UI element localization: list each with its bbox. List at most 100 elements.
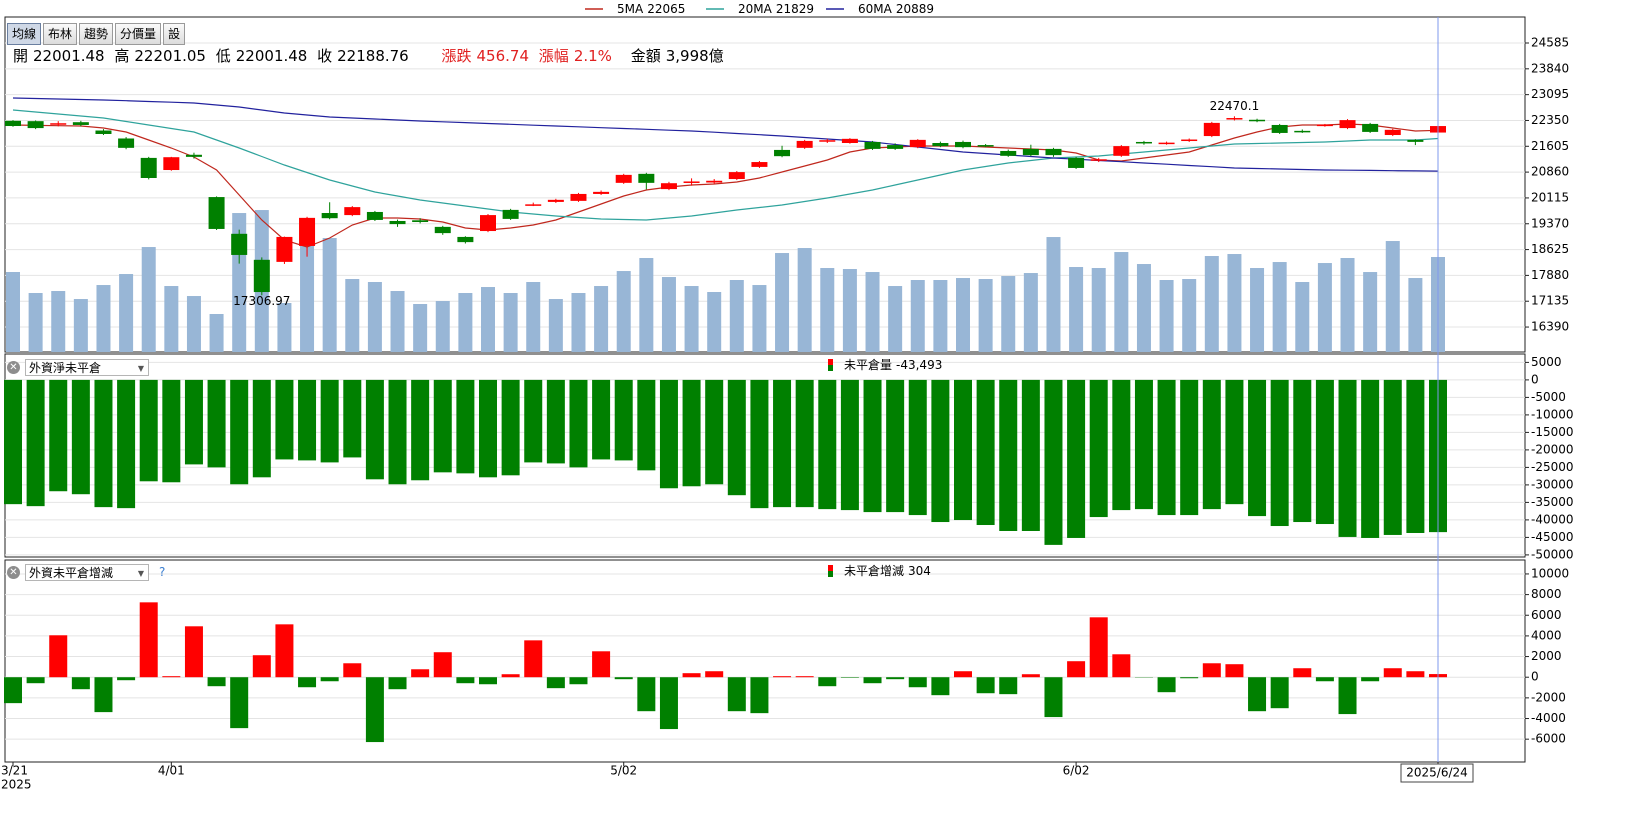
bar <box>1293 668 1312 678</box>
bar <box>1180 379 1199 516</box>
candle-body <box>593 191 610 194</box>
quote-label: 高 <box>114 47 130 65</box>
indicator-select[interactable]: 外資淨未平倉 ▼ <box>25 359 149 376</box>
bar <box>908 379 927 516</box>
tab-button[interactable]: 布林 <box>43 23 78 45</box>
volume-bar <box>1250 268 1265 352</box>
bar <box>682 673 701 678</box>
bar <box>71 379 90 495</box>
bar <box>1202 379 1221 510</box>
bar <box>94 677 113 713</box>
volume-bar <box>481 287 495 352</box>
quote-value: 2.1% <box>573 47 612 65</box>
volume-bar <box>1385 241 1400 352</box>
bar <box>750 379 769 509</box>
y-tick-label: 20115 <box>1531 190 1569 204</box>
candle-body <box>299 217 316 246</box>
volume-bar <box>820 268 835 352</box>
legend-value: 20889 <box>896 2 934 16</box>
bar <box>637 677 656 712</box>
tab-button[interactable]: 設 <box>163 23 186 45</box>
volume-bar <box>435 301 450 352</box>
bar <box>252 379 271 478</box>
bar <box>1202 663 1221 678</box>
volume-bar <box>322 238 337 352</box>
bar <box>1338 379 1357 537</box>
bar <box>388 379 407 485</box>
y-tick-label: 8000 <box>1531 587 1562 601</box>
volume-bar <box>1295 282 1310 352</box>
bar <box>1406 671 1425 678</box>
tab-button[interactable]: 均線 <box>7 23 42 45</box>
bar <box>26 677 45 684</box>
bar <box>1225 664 1244 678</box>
volume-bar <box>28 293 43 352</box>
close-indicator[interactable]: ✕ <box>7 361 20 374</box>
y-tick-label: -10000 <box>1531 407 1574 421</box>
bar <box>1406 379 1425 533</box>
candle-body <box>50 123 67 125</box>
candle-body <box>887 145 904 149</box>
quote-value: 3,998億 <box>665 47 724 65</box>
bar <box>818 677 837 687</box>
candle-body <box>1294 130 1311 133</box>
volume-bar <box>594 286 609 352</box>
volume-bar <box>865 272 880 352</box>
bar <box>71 677 90 690</box>
candle-body <box>1158 142 1175 145</box>
tab-button[interactable]: 趨勢 <box>79 23 114 45</box>
volume-bar <box>367 282 382 352</box>
bar <box>298 379 317 461</box>
candle-body <box>1339 120 1356 129</box>
volume-bar <box>729 280 744 352</box>
close-indicator[interactable]: ✕ <box>7 566 20 579</box>
bar <box>456 379 475 474</box>
quote-label: 開 <box>13 47 29 65</box>
candle-body <box>1045 148 1062 156</box>
candle-body <box>72 122 89 125</box>
candle-body <box>434 226 451 234</box>
bar <box>886 379 905 513</box>
volume-bar <box>752 285 767 352</box>
volume-bar <box>1091 268 1106 352</box>
candle-body <box>253 259 270 293</box>
bar <box>795 379 814 508</box>
help-link[interactable]: ? <box>159 565 166 579</box>
bar <box>501 379 520 476</box>
bar <box>49 635 68 678</box>
bar <box>727 677 746 712</box>
candle-body <box>95 130 112 134</box>
volume-bar <box>775 253 790 352</box>
bar <box>795 676 814 678</box>
y-tick-label: 6000 <box>1531 608 1562 622</box>
candle-body <box>841 138 858 143</box>
bar <box>1270 379 1289 527</box>
volume-bar <box>1069 267 1084 352</box>
tab-button[interactable]: 分價量 <box>115 23 162 45</box>
volume-bar <box>1159 280 1174 352</box>
indicator-select[interactable]: 外資未平倉增減 ▼ <box>25 564 149 581</box>
legend-entry: 20MA 21829 <box>738 2 814 16</box>
candle-body <box>1249 119 1266 122</box>
bar <box>1021 674 1040 678</box>
legend-name: 5MA <box>617 2 644 16</box>
volume-bar <box>1114 252 1129 352</box>
y-tick-label: -45000 <box>1531 530 1574 544</box>
volume-bar <box>51 291 66 352</box>
candle-body <box>751 162 768 167</box>
bar <box>773 379 792 508</box>
bar <box>1157 379 1176 516</box>
volume-bar <box>956 278 970 352</box>
low-label: 17306.97 <box>233 294 290 308</box>
y-tick-label: -2000 <box>1531 690 1566 704</box>
candle-body <box>276 236 293 262</box>
candle-body <box>819 140 836 142</box>
bar <box>840 379 859 511</box>
bar <box>908 677 927 688</box>
bar <box>275 379 294 460</box>
candle-body <box>547 199 564 202</box>
bar <box>117 677 136 681</box>
bar <box>1383 379 1402 535</box>
legend-icon <box>828 365 833 371</box>
volume-bar <box>797 248 812 352</box>
